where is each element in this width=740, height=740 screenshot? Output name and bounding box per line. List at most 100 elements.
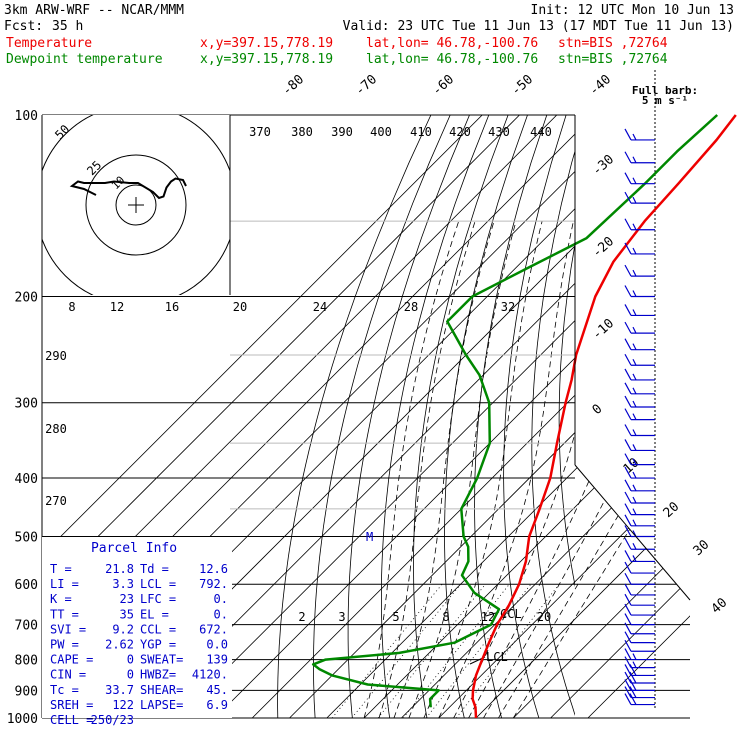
temperature-line	[471, 114, 737, 719]
wind-barb-half	[632, 326, 637, 334]
model-title: 3km ARW-WRF -- NCAR/MMM	[4, 3, 184, 18]
wind-barb-flag	[624, 285, 632, 297]
isotherm-line	[214, 115, 690, 718]
wind-barb-half	[632, 429, 637, 436]
temp-legend-xy: x,y=397.15,778.19	[200, 36, 333, 51]
parcel-key: CCL =	[140, 622, 176, 636]
mixing-ratio-label: 12	[481, 610, 495, 624]
wind-barb-flag	[624, 242, 632, 255]
wind-barb-half	[632, 542, 637, 550]
theta-label: 400	[370, 125, 392, 139]
hodograph-rings	[42, 115, 230, 295]
mixing-ratio-line	[351, 583, 462, 718]
parcel-key: LI =	[50, 577, 79, 591]
wind-barb	[624, 218, 655, 231]
isotherm-label: 10	[621, 455, 643, 477]
theta-label: 370	[249, 125, 271, 139]
wind-barb	[624, 191, 655, 204]
wind-fullbarb-label: Full barb:	[632, 84, 698, 97]
wind-barb-half	[632, 508, 637, 515]
pressure-tick-label: 100	[15, 109, 38, 124]
fcst-value: 35 h	[52, 19, 83, 34]
valid-time: Valid: 23 UTC Tue 11 Jun 13 (17 MDT Tue …	[343, 19, 734, 34]
wind-barb-flag	[624, 593, 632, 606]
pressure-tick-label: 300	[15, 397, 38, 412]
wind-barb-flag	[629, 671, 637, 684]
parcel-key: CELL =	[50, 713, 93, 727]
wind-barb	[624, 514, 655, 527]
wind-barb-half	[632, 373, 637, 381]
parcel-value: 2.62	[105, 638, 134, 652]
parcel-info-title: Parcel Info	[91, 541, 177, 556]
isotherm-line	[438, 115, 690, 718]
parcel-key: SHEAR=	[140, 683, 183, 697]
wind-barb-flag	[624, 439, 632, 451]
isotherm-label: -80	[280, 72, 307, 99]
wind-barb-flag	[624, 664, 632, 676]
wind-barb-half	[632, 653, 637, 660]
parcel-value: 45.	[206, 683, 228, 697]
parcel-key: LFC =	[140, 592, 176, 606]
parcel-key: PW =	[50, 638, 79, 652]
wind-barb	[624, 491, 655, 504]
isotherm-label: 0	[590, 402, 606, 418]
dew-legend-label: Dewpoint temperature	[6, 52, 163, 67]
wind-barb-flag	[629, 686, 637, 698]
right-diagonal-border	[574, 464, 691, 601]
moist-adiabat-line	[468, 221, 659, 718]
wind-barb-flag	[624, 408, 632, 420]
theta-label: 380	[291, 125, 313, 139]
m-label: M	[366, 530, 373, 544]
wind-barb-flag	[624, 321, 632, 334]
theta-label: 440	[530, 125, 552, 139]
wind-barb-half	[632, 496, 637, 504]
moist-adiabat-line	[393, 221, 495, 718]
wind-barb-flag	[624, 479, 632, 492]
wind-barb-flag	[624, 622, 632, 635]
mixing-ratio-line	[425, 583, 532, 718]
parcel-value: 35	[120, 607, 134, 621]
wind-barb	[624, 593, 655, 606]
dry-adiabat-line	[413, 115, 509, 718]
hodograph-scale-label: 12	[110, 300, 124, 314]
wind-barb	[624, 424, 655, 437]
lcl-label: LCL	[486, 650, 508, 664]
hodograph-scale-label: 16	[165, 300, 179, 314]
isotherm-label: -30	[590, 152, 617, 179]
wind-barb-flag	[624, 466, 632, 479]
wind-barb	[624, 572, 655, 585]
isotherm-label: 40	[709, 595, 731, 617]
wind-barb	[624, 671, 655, 684]
wind-barb-flag	[624, 572, 632, 585]
isotherm-line	[513, 115, 690, 718]
wind-barb-flag	[624, 353, 632, 366]
wind-barb-flag	[624, 151, 632, 164]
wind-barb-flag	[624, 424, 632, 436]
temp-legend-label: Temperature	[6, 36, 92, 51]
wind-barb	[624, 693, 655, 706]
moist-adiabat-line	[438, 221, 574, 718]
parcel-key: SWEAT=	[140, 653, 183, 667]
wind-barb-flag	[624, 395, 632, 408]
parcel-value: 23	[120, 592, 134, 606]
wind-barb	[624, 353, 655, 366]
parcel-key: LCL =	[140, 577, 176, 591]
parcel-key: K =	[50, 592, 72, 606]
parcel-value: 33.7	[105, 683, 134, 697]
isotherm-label: -70	[353, 72, 380, 99]
parcel-info-box	[42, 537, 232, 718]
wind-barb-flag	[624, 603, 632, 616]
pressure-tick-label: 700	[15, 619, 38, 634]
wind-barb-half	[632, 444, 637, 451]
isotherm-line	[550, 115, 690, 718]
wind-barb-flag	[624, 686, 632, 698]
parcel-value: 0.0	[206, 638, 228, 652]
fcst-label: Fcst:	[4, 19, 43, 34]
wind-barb-flag	[624, 525, 632, 537]
wind-barb-flag	[629, 664, 637, 676]
wind-barbs	[624, 128, 655, 706]
dewpoint-line	[311, 114, 719, 708]
wind-barb	[624, 128, 655, 141]
wind-barb	[624, 338, 655, 351]
mixing-ratio-label: 3	[338, 610, 345, 624]
